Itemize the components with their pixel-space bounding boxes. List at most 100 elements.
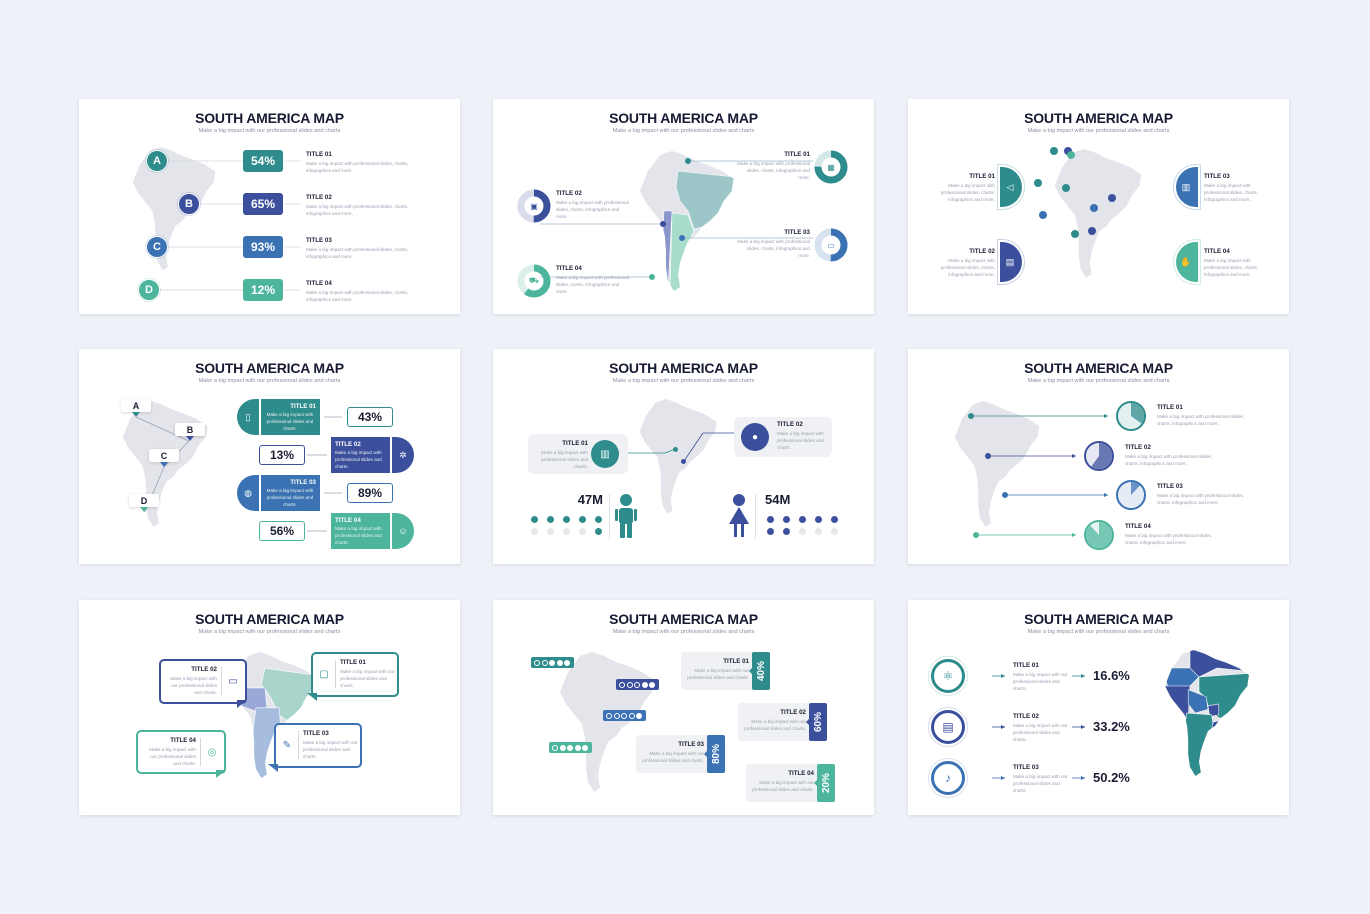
document-icon: ▯ (245, 411, 251, 422)
slide-6: SOUTH AMERICA MAP Make a big impact with … (908, 349, 1289, 564)
info-card (331, 513, 391, 549)
icon-ring (931, 761, 965, 795)
map-region (1207, 703, 1220, 717)
icon-cap (392, 437, 414, 473)
value-box: 13% (259, 445, 305, 465)
map-marker (1050, 147, 1058, 155)
percentage-value: 50.2% (1093, 770, 1130, 785)
south-america-map (1053, 149, 1145, 278)
item-description: Make a big impact with professional slid… (306, 161, 409, 173)
item-title: TITLE 02 (556, 190, 582, 197)
callout-tail (307, 693, 317, 701)
item-title: TITLE 04 (788, 770, 814, 777)
item-description: Make a big impact with professional slid… (266, 412, 314, 431)
progress-donut (517, 189, 551, 223)
pin-icon (132, 412, 140, 417)
item-description: Make a big impact with our professional … (1013, 672, 1068, 691)
item-description: Make a big impact with our professional … (303, 740, 358, 759)
item-description: Make a big impact with professional slid… (1157, 414, 1245, 426)
slide-8: SOUTH AMERICA MAP Make a big impact with … (493, 600, 874, 815)
map-marker (1071, 230, 1079, 238)
slide-subtitle: Make a big impact with our professional … (612, 128, 755, 134)
indicator-dot (798, 527, 806, 535)
value-box: 89% (347, 483, 393, 503)
letter-tag: B (175, 423, 205, 436)
map-region (1180, 712, 1214, 776)
value-label: 20% (820, 773, 832, 794)
item-title: TITLE 03 (1157, 483, 1183, 490)
map-marker (973, 532, 979, 538)
filled-dot (574, 744, 581, 751)
item-title: TITLE 01 (1157, 404, 1183, 411)
open-book-icon: ▤ (942, 720, 954, 734)
item-description: Make a big impact with professional slid… (1204, 183, 1259, 202)
pie-slice (1086, 522, 1112, 548)
map-region (1187, 689, 1209, 714)
pin-icon (160, 462, 168, 467)
callout-box (159, 659, 247, 704)
percentage-value: 33.2% (1093, 719, 1130, 734)
divider (221, 667, 222, 695)
slide-9: SOUTH AMERICA MAP Make a big impact with … (908, 600, 1289, 815)
indicator-dot (798, 515, 806, 523)
item-description: Make a big impact with professional slid… (777, 431, 824, 450)
pie-chart (1116, 401, 1146, 431)
map-marker (985, 453, 991, 459)
bank-icon: ▥ (600, 448, 610, 460)
letter-tag: A (121, 399, 151, 412)
slide-subtitle: Make a big impact with our professional … (198, 378, 341, 384)
map-region (669, 212, 695, 291)
empty-dot (634, 681, 641, 688)
item-description: Make a big impact with professional slid… (1204, 258, 1259, 277)
empty-dot (606, 712, 612, 719)
map-marker (1088, 227, 1096, 235)
icon-ring (931, 710, 965, 744)
item-title: TITLE 01 (340, 659, 366, 666)
item-title: TITLE 02 (780, 709, 806, 716)
item-title: TITLE 03 (290, 479, 316, 486)
indicator-dot (562, 527, 570, 535)
indicator-dot (594, 527, 602, 535)
indicator-dot (782, 527, 790, 535)
mask-icon: ☺ (398, 526, 408, 536)
item-title: TITLE 01 (1013, 662, 1039, 669)
pie-chart (1084, 520, 1114, 550)
slide-title: SOUTH AMERICA MAP (195, 611, 344, 627)
map-marker (685, 158, 691, 164)
item-title: TITLE 02 (969, 248, 995, 255)
cart-icon: ⛟ (528, 276, 540, 285)
indicator-dot (578, 527, 586, 535)
map-marker (1034, 179, 1042, 187)
letter-marker: C (146, 236, 168, 258)
filled-dot (559, 744, 566, 751)
callout-box (311, 652, 399, 697)
item-title: TITLE 04 (556, 265, 582, 272)
item-description: Make a big impact with professional slid… (335, 526, 382, 545)
slide-title: SOUTH AMERICA MAP (1024, 611, 1173, 627)
item-description: Make a big impact with professional slid… (737, 239, 810, 258)
item-title: TITLE 03 (306, 237, 332, 244)
filled-dot (556, 659, 563, 666)
gear-icon: ✲ (399, 449, 407, 460)
south-america-map (1163, 650, 1253, 776)
indicator-dot (546, 515, 554, 523)
handshake-icon: ✋ (1180, 256, 1192, 267)
pie-chart (1084, 441, 1114, 471)
item-description: Make a big impact with our professional … (149, 747, 196, 766)
empty-dot (613, 712, 620, 719)
item-title: TITLE 01 (969, 173, 995, 180)
slide-5: SOUTH AMERICA MAP Make a big impact with … (493, 349, 874, 564)
slide-subtitle: Make a big impact with our professional … (1027, 629, 1170, 635)
item-description: Make a big impact with professional slid… (940, 183, 995, 202)
value-tab (752, 652, 770, 690)
item-description: Make a big impact with our professional … (642, 751, 704, 763)
divider (200, 738, 201, 766)
value-badge: 54% (243, 150, 283, 172)
map-marker (680, 458, 686, 464)
map-marker (1090, 204, 1098, 212)
indicator-dot (830, 527, 838, 535)
item-description: Make a big impact with professional slid… (556, 200, 629, 219)
value-tab-pointer (806, 719, 809, 725)
item-description: Make a big impact with professional slid… (306, 247, 409, 259)
pin-icon (140, 507, 148, 512)
